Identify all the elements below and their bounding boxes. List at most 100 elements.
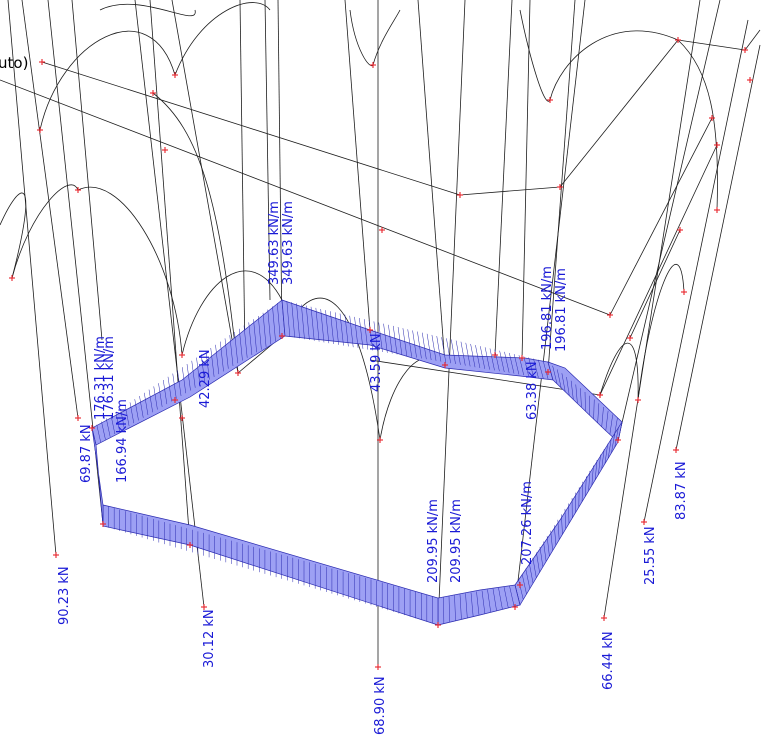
label-83-87: 83.87 kN xyxy=(674,461,689,520)
diagram-hatch xyxy=(120,408,125,429)
diagram-hatch xyxy=(546,536,550,557)
label-176-31-a: 176.31 kN/m xyxy=(93,336,108,420)
diagram-hatch xyxy=(158,383,163,407)
diagram-hatch xyxy=(503,586,509,608)
diagram-hatch xyxy=(239,328,243,361)
diagram-hatch xyxy=(470,343,476,368)
diagram-hatch xyxy=(529,563,534,584)
diagram-hatch xyxy=(258,315,262,350)
diagram-hatch xyxy=(134,399,139,421)
diagram-hatch xyxy=(542,360,549,380)
label-196-81-a: 196.81 kN/m xyxy=(540,266,555,350)
diagram-hatch xyxy=(494,349,500,372)
diagram-hatch xyxy=(481,590,486,614)
diagram-hatch xyxy=(229,335,234,367)
diagram-hatch xyxy=(339,313,344,346)
diagram-hatch xyxy=(291,302,295,338)
diagram-hatch xyxy=(609,414,613,435)
wall-load-segment-top-right xyxy=(547,361,623,443)
diagram-hatch xyxy=(305,305,310,341)
diagram-hatch xyxy=(417,331,422,359)
diagram-hatch xyxy=(201,354,205,383)
label-42-29: 42.29 kN xyxy=(198,349,213,408)
diagram-hatch xyxy=(383,323,388,353)
diagram-hatch xyxy=(584,391,586,412)
diagram-hatch xyxy=(177,370,182,396)
diagram-hatch xyxy=(296,303,300,339)
diagram-hatch xyxy=(196,357,201,386)
diagram-hatch xyxy=(330,311,334,345)
diagram-hatch xyxy=(378,322,383,353)
diagram-hatch xyxy=(455,340,461,365)
diagram-hatch xyxy=(436,336,442,362)
diagram-hatch xyxy=(125,405,130,426)
wall-load-segment-top-middle xyxy=(281,299,554,381)
diagram-hatch xyxy=(110,415,116,435)
diagram-hatch xyxy=(604,443,608,464)
diagram-hatch xyxy=(368,320,373,351)
diagram-hatch xyxy=(243,325,248,358)
diagram-hatch xyxy=(191,360,196,388)
diagram-hatch xyxy=(277,303,281,339)
diagram-hatch xyxy=(568,503,570,524)
label-176-31-b: 176.31 kN/m xyxy=(102,336,117,420)
diagram-hatch xyxy=(220,341,224,372)
diagram-hatch xyxy=(594,460,598,481)
diagram-hatch xyxy=(518,355,525,376)
diagram-hatch xyxy=(561,514,563,535)
label-68-90: 68.90 kN xyxy=(373,676,388,735)
diagram-hatch xyxy=(581,481,584,502)
diagram-hatch xyxy=(172,373,177,399)
diagram-hatch xyxy=(561,373,566,392)
diagram-hatch xyxy=(325,310,330,344)
diagram-hatch xyxy=(359,318,364,349)
diagram-hatch xyxy=(392,325,398,355)
diagram-hatch xyxy=(422,332,427,360)
diagram-hatch xyxy=(407,329,412,357)
diagram-hatch xyxy=(605,410,609,431)
diagram-hatch xyxy=(454,595,456,621)
diagram-hatch xyxy=(186,363,191,391)
diagram-hatch xyxy=(262,312,267,347)
diagram-hatch xyxy=(167,376,172,402)
diagram-hatch xyxy=(153,386,158,410)
diagram-hatch xyxy=(570,380,574,400)
diagram-hatch xyxy=(607,438,612,459)
diagram-hatch xyxy=(480,346,486,369)
diagram-hatch xyxy=(205,351,210,380)
diagram-hatch xyxy=(465,593,468,618)
diagram-hatch xyxy=(286,301,291,337)
diagram-hatch xyxy=(363,319,369,350)
label-30-12: 30.12 kN xyxy=(202,609,217,668)
diagram-hatch xyxy=(301,304,305,340)
diagram-hatch xyxy=(163,379,168,405)
diagram-hatch xyxy=(533,358,539,378)
diagram-hatch xyxy=(224,338,229,369)
diagram-hatch xyxy=(320,308,325,343)
diagram-hatch xyxy=(148,389,153,413)
diagram-hatch xyxy=(139,395,144,418)
diagram-hatch xyxy=(543,541,547,562)
diagram-hatch xyxy=(509,352,515,374)
diagram-hatch xyxy=(557,369,562,388)
diagram-hatch xyxy=(267,309,272,345)
diagram-hatch xyxy=(106,418,111,437)
diagram-hatch xyxy=(552,365,558,384)
label-209-95-a: 209.95 kN/m xyxy=(426,499,441,583)
diagram-hatch xyxy=(441,337,447,363)
diagram-hatch xyxy=(532,557,537,578)
diagram-hatch xyxy=(373,321,378,352)
diagram-hatch xyxy=(459,594,462,620)
diagram-hatch xyxy=(388,324,393,354)
diagram-hatch xyxy=(101,421,106,440)
label-166-94: 166.94 kN/m xyxy=(115,399,130,483)
diagram-hatch xyxy=(513,354,520,375)
diagram-hatch xyxy=(487,589,491,613)
diagram-hatch xyxy=(557,519,560,540)
diagram-hatch xyxy=(248,322,253,356)
label-207-26: 207.26 kN/m xyxy=(520,481,535,565)
node-markers xyxy=(9,37,753,670)
diagram-hatch xyxy=(334,312,339,345)
diagram-hatch xyxy=(354,316,359,349)
